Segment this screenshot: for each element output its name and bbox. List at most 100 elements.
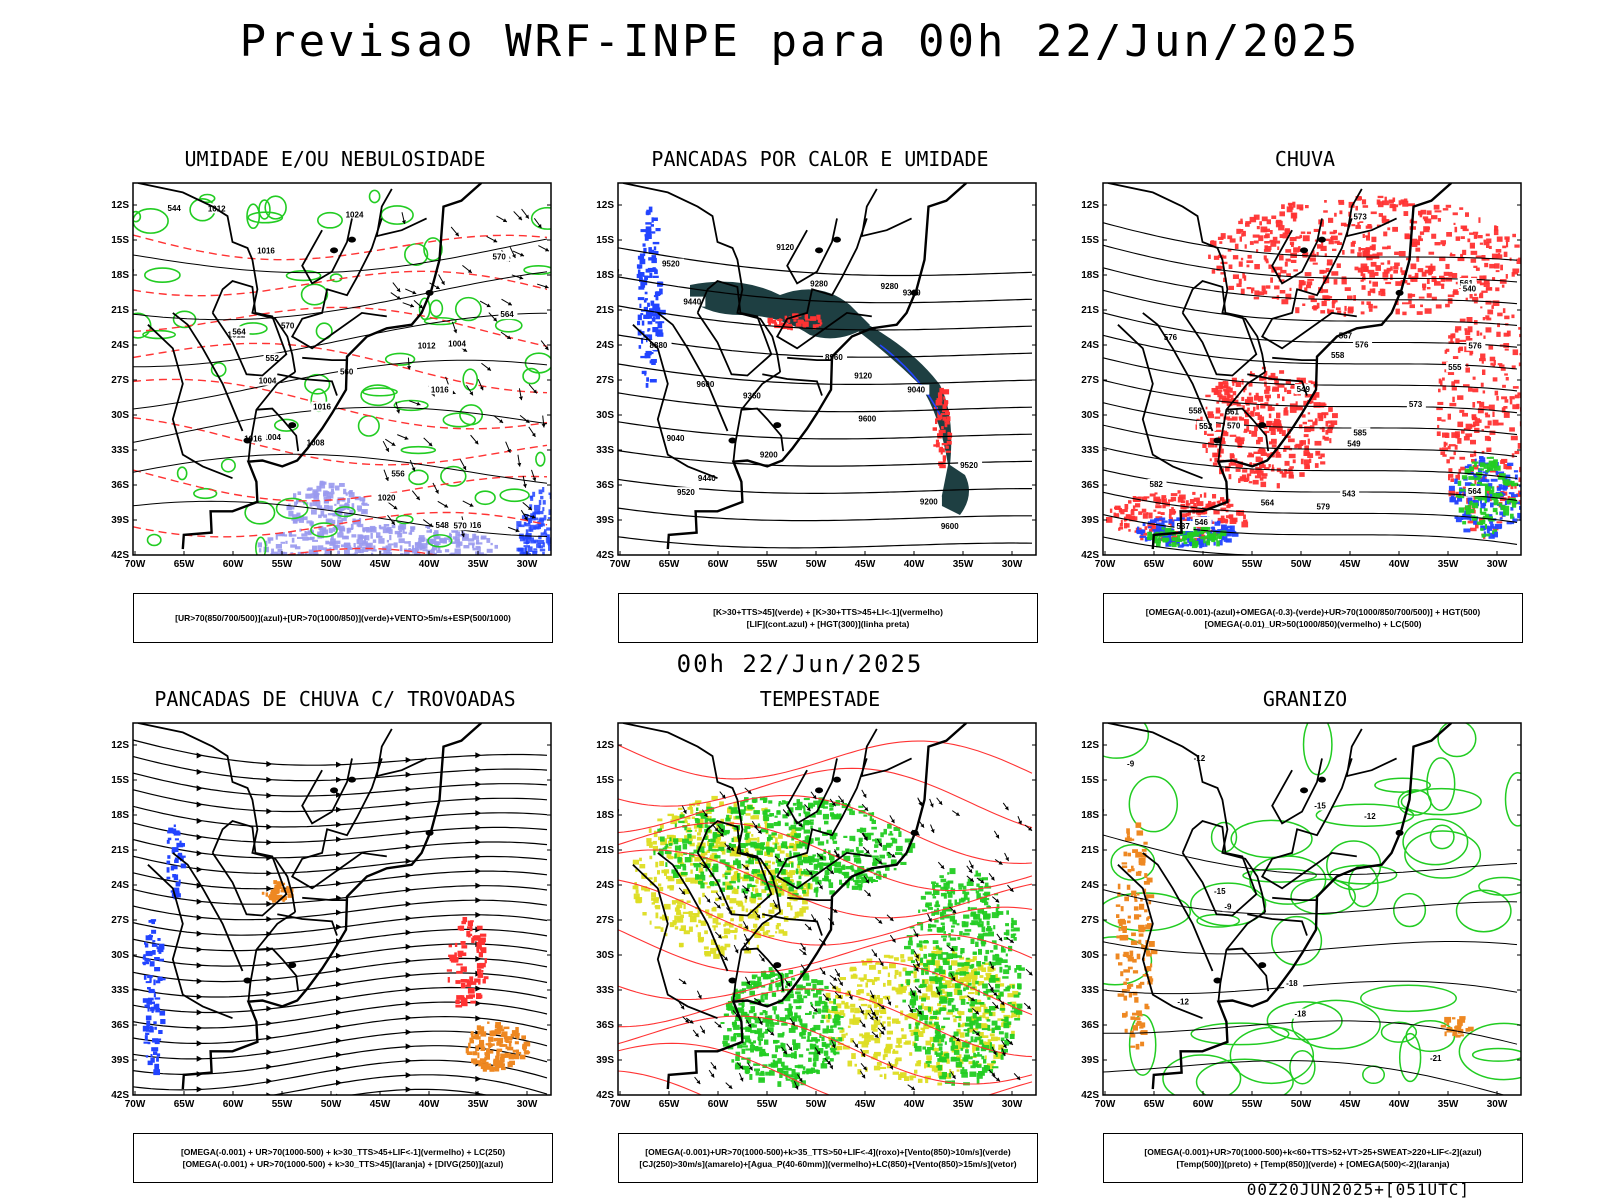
rain-area-red [1125,517,1132,520]
wind-850-area-green [744,837,749,840]
rain-area-red [1266,285,1271,289]
rain-area-red [1483,239,1487,246]
rain-area-red [1289,287,1292,291]
humidity-mid-level [442,557,445,560]
rain-area-red [1360,272,1364,277]
divergence-area-blue [171,849,176,854]
jet-area-yellow [944,994,948,999]
rain-area-red [1297,393,1301,396]
wind-850-area-green [795,868,799,875]
lifted-index-contour [644,353,651,359]
unstable-area-red [935,419,938,424]
jet-area-yellow [972,1044,979,1050]
omega-area-blue [1227,525,1233,529]
jet-area-yellow [961,967,969,972]
rain-area-red [1472,296,1479,302]
storm-area-red [476,925,483,930]
lifted-index-contour [641,320,645,326]
rain-area-red [1437,417,1442,421]
rain-area-red [1207,411,1214,416]
jet-area-yellow [955,1040,962,1044]
omega-area-blue [1154,518,1157,523]
humidity-mid-level [325,540,330,545]
humidity-low-contour [380,205,414,225]
isobar-label: 1004 [263,433,281,442]
thunder-area-orange [276,881,281,886]
rain-area-red [1422,286,1426,291]
height-label: 567 [1339,332,1353,341]
jet-area-yellow [764,864,771,869]
rain-area-red [1177,490,1181,494]
rain-area-red [1518,327,1521,330]
rain-area-red [1530,455,1535,458]
rain-area-red [1224,397,1230,404]
jet-area-yellow [962,1022,966,1027]
border-line [1272,356,1316,361]
rain-area-red [1431,296,1437,301]
wind-vector [519,275,524,280]
thunder-area-orange [273,880,278,885]
rain-area-red [1316,302,1320,309]
wind-vector [507,448,511,453]
jet-area-yellow [693,823,698,829]
rain-area-red [1261,473,1268,477]
omega-area-green [1468,476,1474,480]
jet-area-yellow [974,999,982,1005]
humidity-mid-level [410,557,412,559]
lake-mark [243,437,252,444]
thunder-area-orange [481,1060,487,1064]
thunder-area-orange [523,1051,531,1054]
rain-area-red [1525,411,1532,414]
rain-area-red [1241,474,1246,480]
jet-area-yellow [985,972,992,976]
wind-850-area-green [873,850,877,853]
humidity-high-level [545,570,547,573]
thunder-area-orange [473,1060,477,1065]
flow-arrowhead [336,1065,342,1072]
thunder-area-orange [500,1065,505,1068]
omega-area-blue [1172,521,1176,525]
humidity-mid-level [372,539,377,543]
rain-area-red [1232,391,1237,396]
rain-area-red [1455,326,1462,331]
rain-area-red [1247,254,1252,259]
rain-area-red [1416,311,1423,315]
lifted-index-contour [652,217,658,221]
map-frame [132,182,552,556]
jet-area-yellow [705,857,713,862]
rain-area-red [1506,330,1511,337]
rain-area-red [1272,236,1278,241]
rain-area-red [1434,281,1441,286]
jet-area-yellow [834,1009,839,1015]
rain-area-red [1296,377,1301,382]
jet-area-yellow [769,870,775,874]
rain-area-red [1157,511,1161,514]
height-label: 540 [1463,285,1477,294]
rain-area-red [1323,210,1328,213]
rain-area-red [1465,433,1473,437]
pressure-isobar [133,500,548,537]
humidity-mid-level [418,535,425,539]
unstable-area-red [943,396,946,400]
humidity-low-contour [357,415,380,437]
jet-area-yellow [806,889,810,894]
omega-area-green [1164,527,1172,533]
thunder-area-orange [261,891,265,895]
jet-area-yellow [896,1037,902,1044]
divergence-area-blue [149,1026,154,1033]
rain-area-red [1509,399,1513,405]
jet-area-yellow [752,886,755,892]
jet-area-yellow [866,958,873,964]
unstable-area-red [817,319,822,323]
rain-area-red [1243,477,1248,482]
humidity-mid-level [454,548,461,555]
rain-area-red [1494,226,1499,232]
humidity-high-level [563,566,569,568]
rain-area-red [1338,199,1345,203]
rain-area-red [1485,300,1492,305]
jet-area-yellow [879,1006,881,1010]
jet-area-yellow [933,960,940,966]
omega-area-green [1495,512,1498,515]
rain-area-red [1307,438,1310,445]
omega-area-green [1492,507,1498,513]
